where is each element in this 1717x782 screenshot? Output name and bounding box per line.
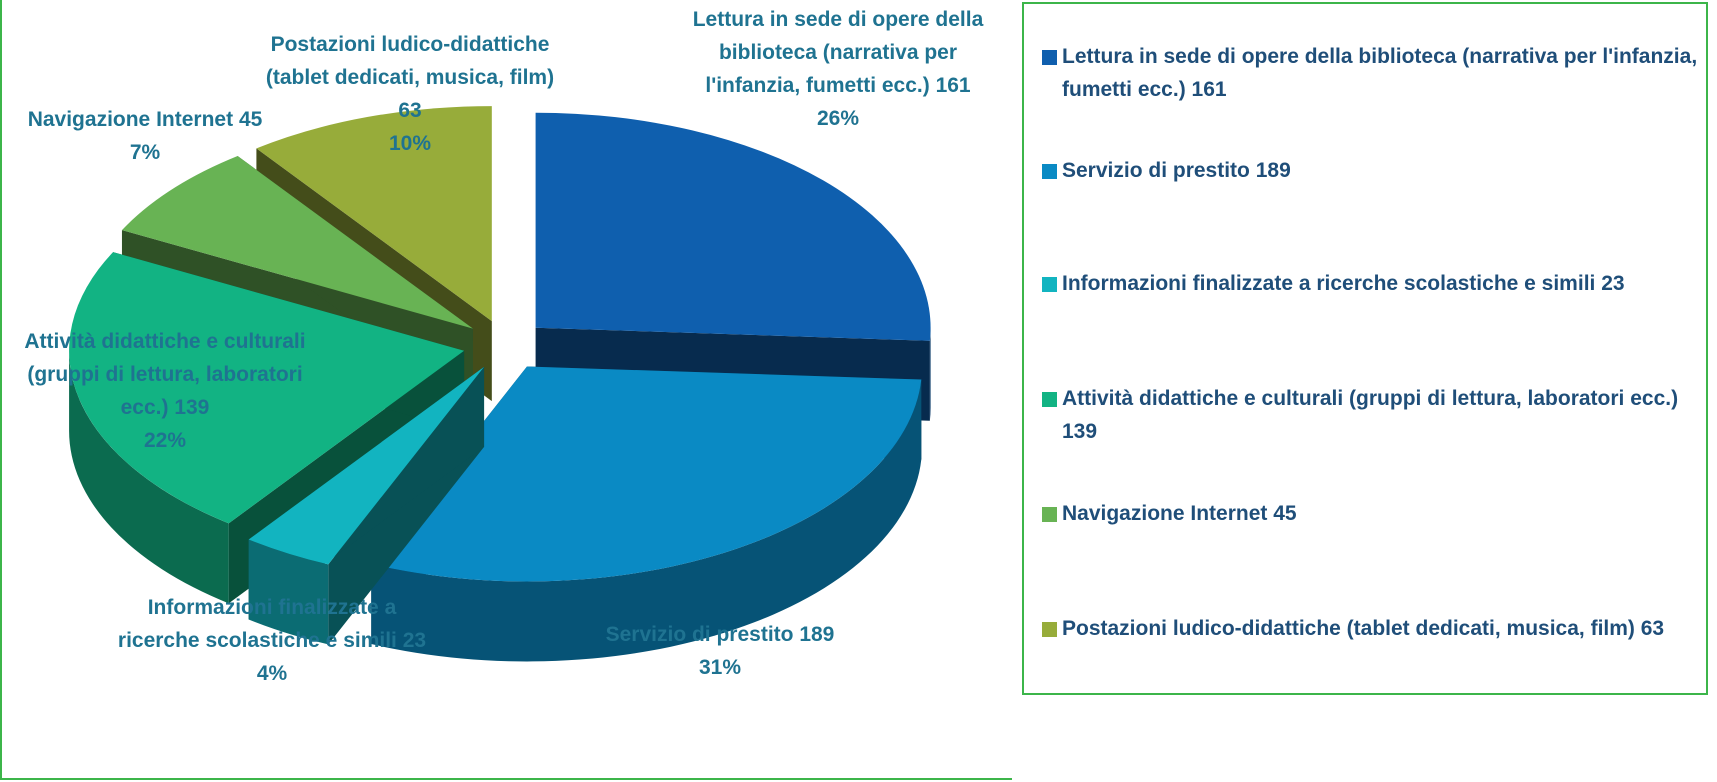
legend-entry: Lettura in sede di opere della bibliotec… <box>1042 40 1712 106</box>
slice-top <box>248 366 485 565</box>
slice-percent: 7% <box>129 141 161 164</box>
slice-value: 23 <box>402 629 427 652</box>
slice-value: 139 <box>174 396 210 419</box>
slice-value: 45 <box>238 108 263 131</box>
legend-entry: Informazioni finalizzate a ricerche scol… <box>1042 267 1712 300</box>
slice-wall <box>69 350 229 604</box>
legend-value: 189 <box>1255 159 1291 182</box>
legend-swatch <box>1042 50 1057 65</box>
legend-value: 45 <box>1273 502 1297 525</box>
slice-wall <box>248 539 329 645</box>
legend-entry: Navigazione Internet 45 <box>1042 497 1712 530</box>
legend-swatch <box>1042 277 1057 292</box>
slice-label: Attività didattiche e culturali (gruppi … <box>5 325 325 457</box>
legend-entry: Servizio di prestito 189 <box>1042 154 1712 187</box>
legend-name: Postazioni ludico-didattiche (tablet ded… <box>1062 617 1635 640</box>
legend: Lettura in sede di opere della bibliotec… <box>1022 2 1708 695</box>
legend-swatch <box>1042 164 1057 179</box>
legend-name: Servizio di prestito <box>1062 159 1250 182</box>
slice-wall <box>371 379 922 662</box>
slice-label: Informazioni finalizzate a ricerche scol… <box>107 591 437 690</box>
slice-percent: 4% <box>256 662 288 685</box>
legend-name: Navigazione Internet <box>1062 502 1268 525</box>
slice-label: Lettura in sede di opere della bibliotec… <box>688 3 988 135</box>
slice-label: Postazioni ludico-didattiche (tablet ded… <box>260 28 560 160</box>
slice-name: Lettura in sede di opere della bibliotec… <box>692 8 984 97</box>
slice-top <box>121 156 473 329</box>
slice-percent: 10% <box>388 132 432 155</box>
legend-value: 161 <box>1191 78 1227 101</box>
chart <box>69 106 931 662</box>
slice-wall <box>929 327 931 421</box>
slice <box>248 366 485 645</box>
slice-name: Navigazione Internet <box>27 108 234 131</box>
slice-top <box>69 252 465 524</box>
slice-label: Navigazione Internet 45 7% <box>0 103 295 169</box>
slice <box>371 366 922 662</box>
legend-value: 139 <box>1062 420 1098 443</box>
legend-name: Informazioni finalizzate a ricerche scol… <box>1062 272 1596 295</box>
slice-top <box>535 112 931 341</box>
legend-swatch <box>1042 392 1057 407</box>
legend-swatch <box>1042 507 1057 522</box>
legend-entry: Postazioni ludico-didattiche (tablet ded… <box>1042 612 1712 645</box>
legend-entry: Attività didattiche e culturali (gruppi … <box>1042 382 1712 448</box>
slice-top <box>371 366 922 582</box>
slice-percent: 26% <box>816 107 860 130</box>
slice-value: 63 <box>398 99 422 122</box>
chart-frame <box>0 0 1012 780</box>
slice-name: Servizio di prestito <box>605 623 794 646</box>
slice-percent: 31% <box>698 656 742 679</box>
slice-percent: 22% <box>143 429 187 452</box>
legend-name: Lettura in sede di opere della bibliotec… <box>1062 45 1698 101</box>
legend-value: 63 <box>1640 617 1665 640</box>
legend-swatch <box>1042 622 1057 637</box>
slice-label: Servizio di prestito 189 31% <box>570 618 870 684</box>
slice-value: 161 <box>935 74 971 97</box>
slice-value: 189 <box>799 623 835 646</box>
slice-top <box>256 106 492 322</box>
slice-name: Postazioni ludico-didattiche (tablet ded… <box>265 33 555 89</box>
legend-value: 23 <box>1601 272 1625 295</box>
legend-name: Attività didattiche e culturali (gruppi … <box>1062 387 1679 410</box>
slice-name: Informazioni finalizzate a ricerche scol… <box>117 596 397 652</box>
slice-name: Attività didattiche e culturali (gruppi … <box>24 330 306 419</box>
